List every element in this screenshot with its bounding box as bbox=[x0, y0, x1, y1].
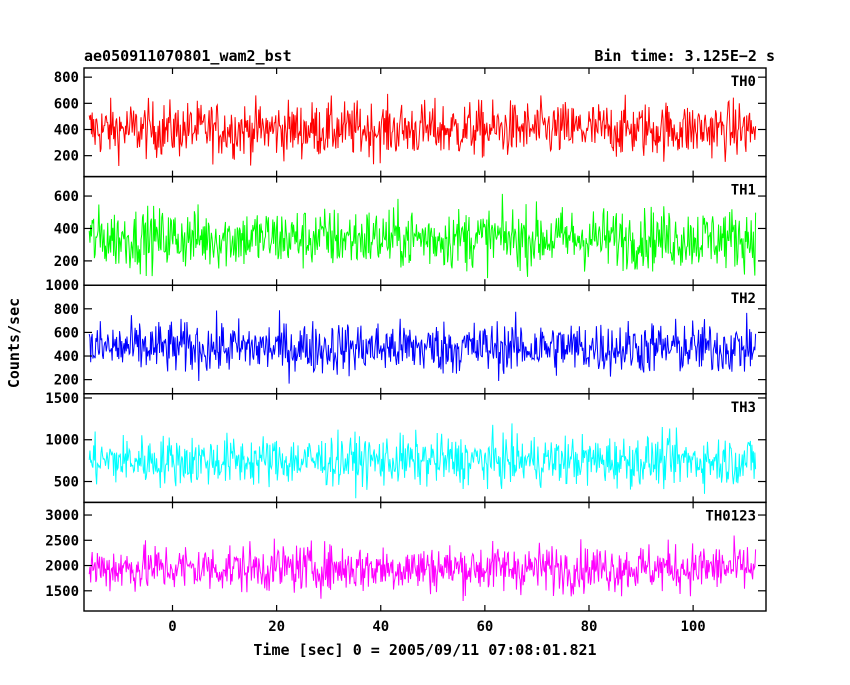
panel-label-th0: TH0 bbox=[731, 74, 756, 90]
y-tick-label: 3000 bbox=[45, 508, 79, 524]
x-tick-label: 20 bbox=[268, 619, 285, 635]
y-tick-label: 1500 bbox=[45, 584, 79, 600]
series-trace-th3 bbox=[88, 423, 757, 499]
panel-label-th2: TH2 bbox=[731, 291, 756, 307]
x-tick-label: 40 bbox=[372, 619, 389, 635]
y-tick-label: 500 bbox=[54, 475, 79, 491]
x-axis-label: Time [sec] 0 = 2005/09/11 07:08:01.821 bbox=[253, 641, 596, 659]
panel-label-th0123: TH0123 bbox=[705, 508, 756, 524]
series-trace-th0 bbox=[88, 93, 757, 167]
chart-title-left: ae050911070801_wam2_bst bbox=[84, 47, 292, 65]
x-tick-label: 60 bbox=[476, 619, 493, 635]
panels-group: 200 400 600 800 TH0 200 400 600 TH1 200 400 600 800 1… bbox=[45, 67, 767, 612]
series-trace-th1 bbox=[88, 193, 757, 279]
panel-th0: 200 400 600 800 TH0 bbox=[54, 67, 767, 178]
y-tick-label: 400 bbox=[54, 122, 79, 138]
y-tick-label: 200 bbox=[54, 373, 79, 389]
y-tick-label: 1000 bbox=[45, 433, 79, 449]
y-axis-label: Counts/sec bbox=[5, 298, 23, 388]
panel-th2: 200 400 600 800 1000 TH2 bbox=[45, 278, 767, 395]
x-tick-label: 80 bbox=[581, 619, 598, 635]
y-tick-label: 1000 bbox=[45, 278, 79, 294]
y-tick-label: 600 bbox=[54, 189, 79, 205]
y-tick-label: 400 bbox=[54, 349, 79, 365]
y-tick-label: 200 bbox=[54, 149, 79, 165]
x-axis: 0 20 40 60 80 100 bbox=[168, 619, 705, 635]
y-tick-label: 600 bbox=[54, 96, 79, 112]
y-tick-label: 800 bbox=[54, 70, 79, 86]
panel-label-th3: TH3 bbox=[731, 400, 756, 416]
y-tick-label: 200 bbox=[54, 254, 79, 270]
panel-th1: 200 400 600 TH1 bbox=[54, 175, 767, 286]
panel-th3: 500 1000 1500 TH3 bbox=[45, 391, 767, 504]
series-trace-th2 bbox=[88, 310, 757, 384]
series-trace-th0123 bbox=[88, 535, 757, 602]
panel-label-th1: TH1 bbox=[731, 183, 756, 199]
panel-frame bbox=[83, 501, 767, 612]
y-tick-label: 2500 bbox=[45, 533, 79, 549]
x-tick-label: 100 bbox=[680, 619, 705, 635]
y-tick-label: 2000 bbox=[45, 559, 79, 575]
y-tick-label: 800 bbox=[54, 302, 79, 318]
panel-th0123: 1500 2000 2500 3000 TH0123 bbox=[45, 501, 767, 612]
y-tick-label: 600 bbox=[54, 325, 79, 341]
x-tick-label: 0 bbox=[168, 619, 176, 635]
chart-title-right: Bin time: 3.125E−2 s bbox=[594, 47, 775, 65]
y-tick-label: 1500 bbox=[45, 391, 79, 407]
y-tick-label: 400 bbox=[54, 221, 79, 237]
